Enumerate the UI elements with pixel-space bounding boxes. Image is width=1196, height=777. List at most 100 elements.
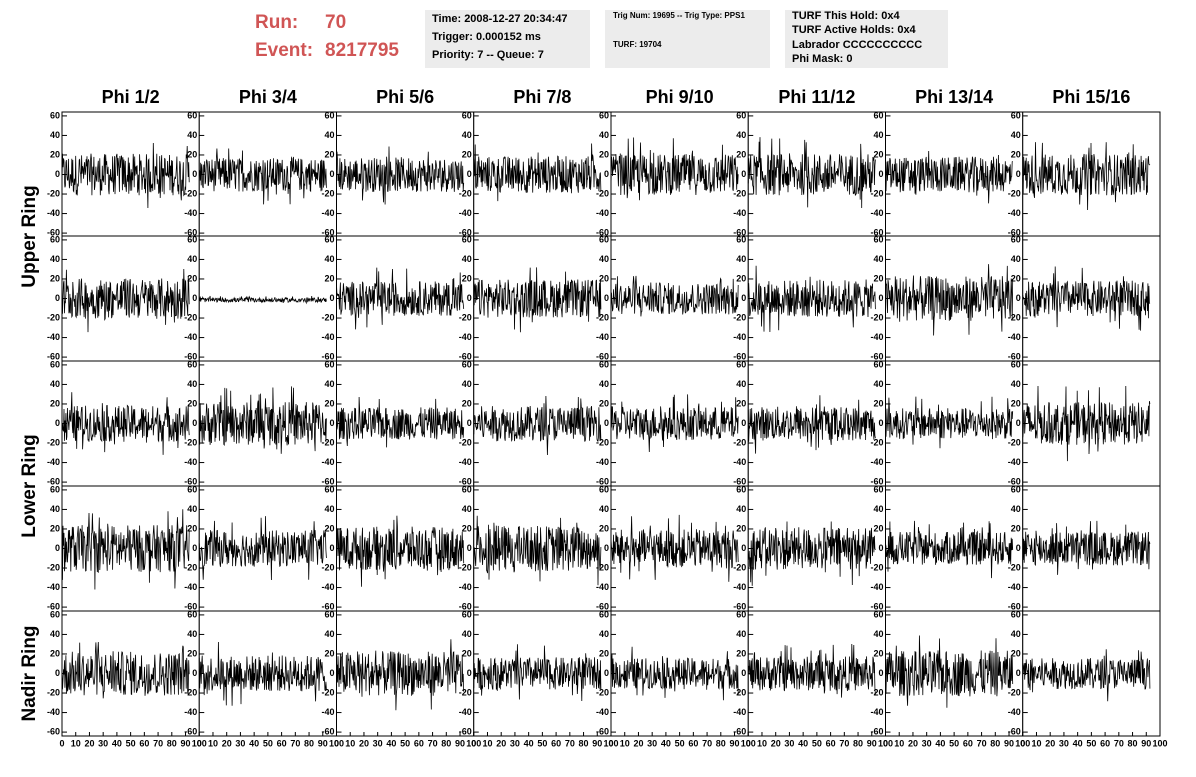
x-tick-label: 80 xyxy=(579,738,589,748)
column-title: Phi 13/14 xyxy=(915,87,993,107)
x-tick-label: 30 xyxy=(647,738,657,748)
y-tick-label: -20 xyxy=(184,188,197,198)
y-tick-label: 20 xyxy=(736,648,746,658)
x-tick-label: 0 xyxy=(608,738,613,748)
event-label: Event: xyxy=(255,40,313,61)
y-tick-label: -60 xyxy=(596,601,609,611)
y-tick-label: 60 xyxy=(462,234,472,244)
y-tick-label: 60 xyxy=(873,484,883,494)
x-tick-label: 0 xyxy=(746,738,751,748)
y-tick-label: 60 xyxy=(736,234,746,244)
y-tick-label: 60 xyxy=(187,234,197,244)
y-tick-label: -20 xyxy=(184,687,197,697)
y-tick-label: 0 xyxy=(192,543,197,553)
y-tick-label: -40 xyxy=(1008,707,1021,717)
y-tick-label: 60 xyxy=(599,609,609,619)
y-tick-label: 60 xyxy=(1011,234,1021,244)
y-tick-label: 60 xyxy=(873,234,883,244)
y-tick-label: 40 xyxy=(324,504,334,514)
y-tick-label: -20 xyxy=(733,687,746,697)
y-tick-label: -40 xyxy=(459,582,472,592)
y-tick-label: 60 xyxy=(599,110,609,120)
y-tick-label: 0 xyxy=(55,418,60,428)
y-tick-label: 40 xyxy=(324,130,334,140)
y-tick-label: -60 xyxy=(1008,476,1021,486)
x-tick-label: 40 xyxy=(386,738,396,748)
y-tick-label: 20 xyxy=(462,398,472,408)
y-tick-label: 20 xyxy=(1011,273,1021,283)
y-tick-label: -20 xyxy=(47,437,60,447)
x-tick-label: 20 xyxy=(633,738,643,748)
y-tick-label: 60 xyxy=(1011,484,1021,494)
y-tick-label: 20 xyxy=(873,523,883,533)
y-tick-label: -20 xyxy=(870,188,883,198)
y-tick-label: 20 xyxy=(736,149,746,159)
y-tick-label: 20 xyxy=(736,523,746,533)
y-tick-label: -40 xyxy=(596,332,609,342)
y-tick-label: 20 xyxy=(873,149,883,159)
y-tick-label: -60 xyxy=(1008,726,1021,736)
x-tick-label: 20 xyxy=(1045,738,1055,748)
waveform xyxy=(1022,266,1151,331)
x-tick-label: 20 xyxy=(771,738,781,748)
y-tick-label: 40 xyxy=(873,629,883,639)
y-tick-label: -20 xyxy=(596,312,609,322)
x-tick-label: 60 xyxy=(139,738,149,748)
y-tick-label: 40 xyxy=(599,629,609,639)
y-tick-label: 0 xyxy=(1016,418,1021,428)
ring-label: Lower Ring xyxy=(19,434,40,537)
x-tick-label: 0 xyxy=(197,738,202,748)
y-tick-label: 0 xyxy=(55,543,60,553)
turf-line: TURF This Hold: 0x4 xyxy=(792,10,900,22)
waveform xyxy=(885,264,1014,336)
y-tick-label: -40 xyxy=(733,582,746,592)
waveform xyxy=(885,150,1013,204)
x-tick-label: 30 xyxy=(373,738,383,748)
y-tick-label: 40 xyxy=(873,379,883,389)
y-tick-label: -60 xyxy=(321,601,334,611)
y-tick-label: 0 xyxy=(604,418,609,428)
x-tick-label: 10 xyxy=(482,738,492,748)
y-tick-label: -20 xyxy=(870,437,883,447)
x-tick-label: 20 xyxy=(84,738,94,748)
y-tick-label: 40 xyxy=(187,379,197,389)
y-tick-label: -60 xyxy=(459,726,472,736)
y-tick-label: 40 xyxy=(462,254,472,264)
y-tick-label: -40 xyxy=(184,457,197,467)
x-tick-label: 10 xyxy=(71,738,81,748)
y-tick-label: 20 xyxy=(599,273,609,283)
y-tick-label: 60 xyxy=(1011,359,1021,369)
panel xyxy=(1022,235,1161,362)
x-tick-label: 40 xyxy=(661,738,671,748)
x-tick-label: 40 xyxy=(524,738,534,748)
y-tick-label: 40 xyxy=(50,379,60,389)
x-tick-label: 10 xyxy=(620,738,630,748)
y-tick-label: 0 xyxy=(467,543,472,553)
column-title: Phi 15/16 xyxy=(1052,87,1130,107)
y-tick-label: 60 xyxy=(324,110,334,120)
y-tick-label: 60 xyxy=(50,359,60,369)
waveform xyxy=(336,146,465,205)
y-tick-label: 20 xyxy=(1011,648,1021,658)
x-tick-label: 50 xyxy=(126,738,136,748)
x-tick-label: 40 xyxy=(935,738,945,748)
y-tick-label: 0 xyxy=(55,668,60,678)
x-tick-label: 20 xyxy=(222,738,232,748)
y-tick-label: 60 xyxy=(187,110,197,120)
y-tick-label: 20 xyxy=(462,273,472,283)
y-tick-label: 0 xyxy=(329,418,334,428)
y-tick-label: 40 xyxy=(50,629,60,639)
x-tick-label: 30 xyxy=(922,738,932,748)
y-tick-label: -20 xyxy=(596,188,609,198)
y-tick-label: -40 xyxy=(47,707,60,717)
y-tick-label: 20 xyxy=(187,149,197,159)
y-tick-label: 40 xyxy=(187,504,197,514)
y-tick-label: -60 xyxy=(47,726,60,736)
y-tick-label: 0 xyxy=(741,543,746,553)
y-tick-label: 0 xyxy=(329,169,334,179)
column-title: Phi 7/8 xyxy=(513,87,571,107)
panel xyxy=(610,360,749,487)
x-tick-label: 30 xyxy=(235,738,245,748)
y-tick-label: 60 xyxy=(187,359,197,369)
y-tick-label: -40 xyxy=(321,582,334,592)
